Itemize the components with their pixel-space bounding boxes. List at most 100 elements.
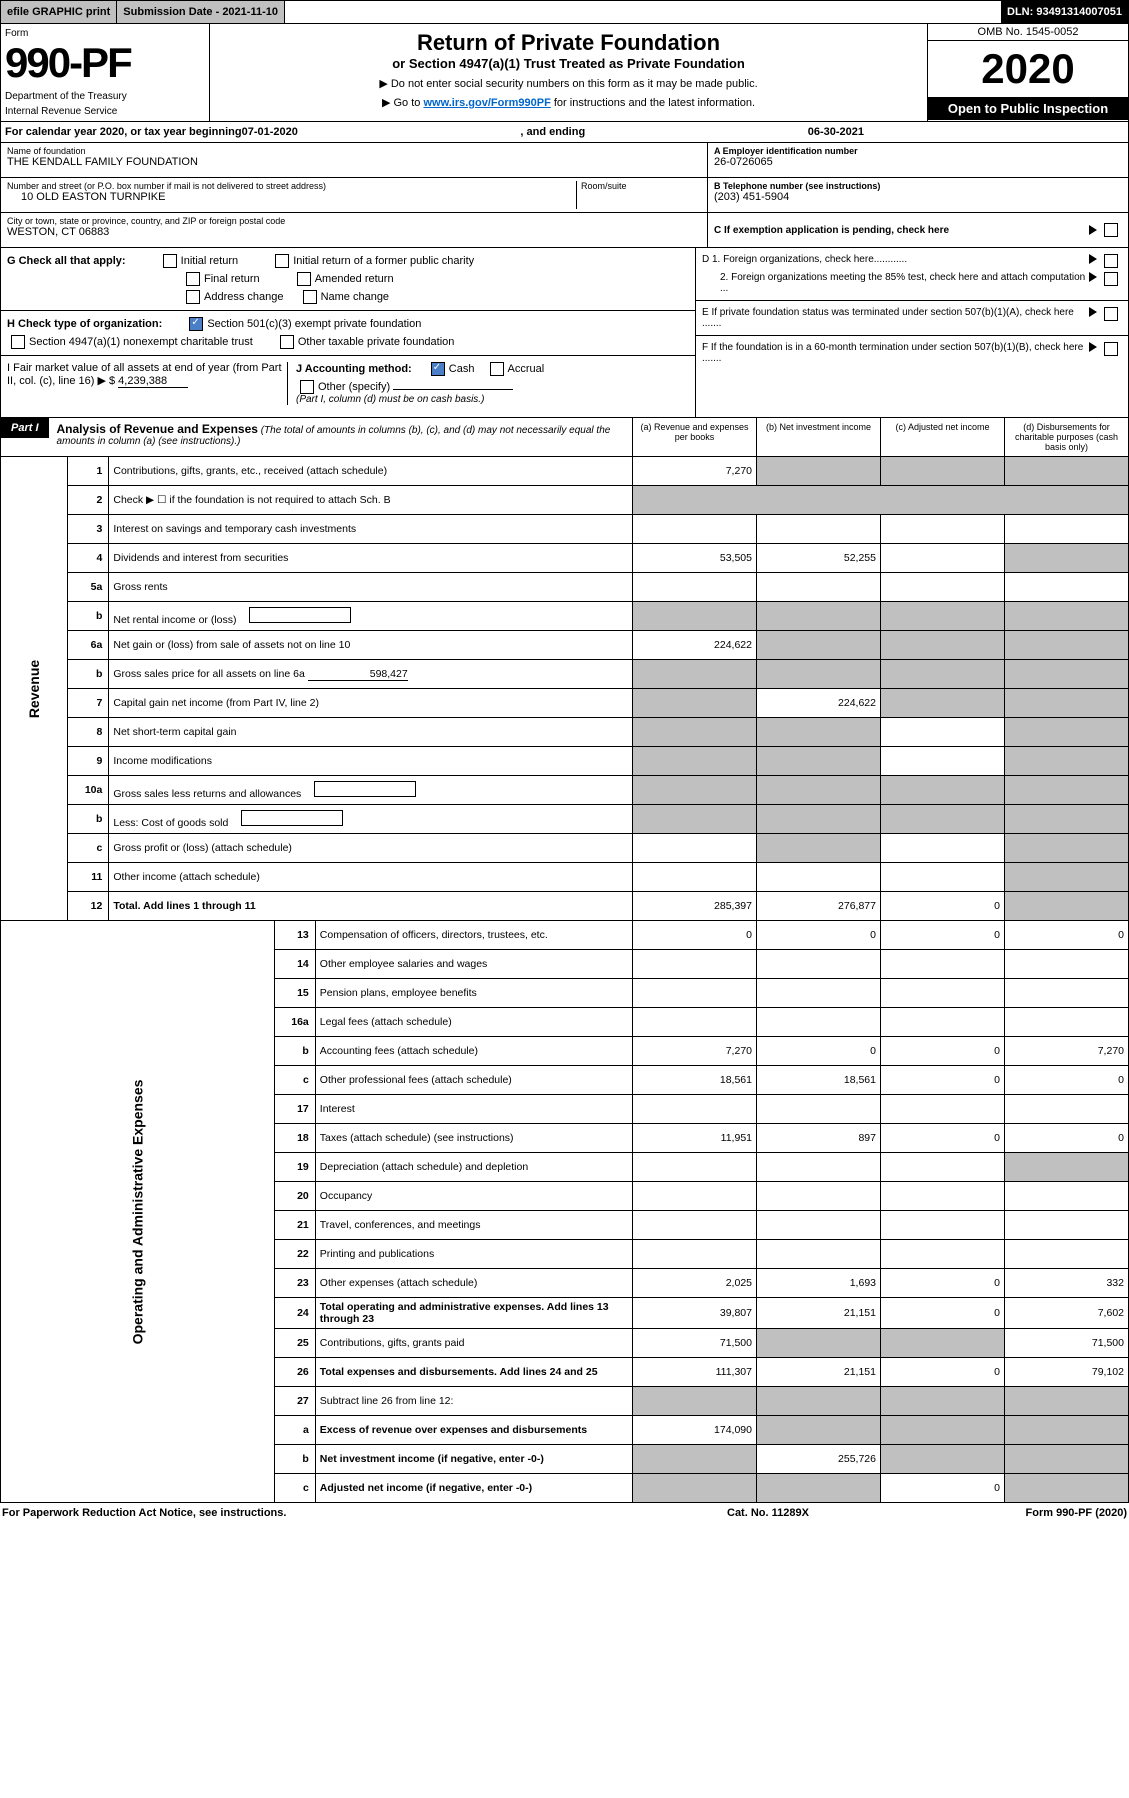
footer-mid: Cat. No. 11289X (727, 1507, 927, 1519)
g-name-checkbox[interactable] (303, 290, 317, 304)
j-other-checkbox[interactable] (300, 380, 314, 394)
amt-cell (1005, 457, 1129, 486)
g-address-checkbox[interactable] (186, 290, 200, 304)
g-initial-checkbox[interactable] (163, 254, 177, 268)
amt-cell (757, 950, 881, 979)
h-4947-checkbox[interactable] (11, 335, 25, 349)
amt-cell: 0 (633, 921, 757, 950)
h-501c3-checkbox[interactable] (189, 317, 203, 331)
amt-cell: 7,270 (1005, 1037, 1129, 1066)
line-desc: Compensation of officers, directors, tru… (315, 921, 632, 950)
dept-label: Department of the Treasury (5, 91, 205, 102)
line-desc: Income modifications (109, 747, 633, 776)
amt-cell: 7,602 (1005, 1298, 1129, 1329)
e-checkbox[interactable] (1104, 307, 1118, 321)
address-block: Name of foundation THE KENDALL FAMILY FO… (0, 143, 1129, 248)
line-number: b (274, 1037, 315, 1066)
expense-table: Operating and Administrative Expenses13C… (0, 921, 1129, 1503)
amt-cell (1005, 776, 1129, 805)
amt-cell: 224,622 (757, 689, 881, 718)
amt-cell (633, 660, 757, 689)
amt-cell (633, 776, 757, 805)
amt-cell (1005, 573, 1129, 602)
d2-checkbox[interactable] (1104, 272, 1118, 286)
line-desc: Gross sales less returns and allowances (109, 776, 633, 805)
amt-cell (757, 863, 881, 892)
table-row: 3Interest on savings and temporary cash … (1, 515, 1129, 544)
amt-cell (757, 631, 881, 660)
amt-cell (881, 660, 1005, 689)
line-number: 26 (274, 1358, 315, 1387)
line-desc: Accounting fees (attach schedule) (315, 1037, 632, 1066)
amt-cell (881, 1329, 1005, 1358)
h-other-checkbox[interactable] (280, 335, 294, 349)
table-row: cGross profit or (loss) (attach schedule… (1, 834, 1129, 863)
d1-checkbox[interactable] (1104, 254, 1118, 268)
amt-cell (881, 1211, 1005, 1240)
open-public: Open to Public Inspection (928, 97, 1128, 120)
amt-cell (757, 1240, 881, 1269)
f-checkbox[interactable] (1104, 342, 1118, 356)
amt-cell (633, 950, 757, 979)
amt-cell (757, 776, 881, 805)
line-desc: Total operating and administrative expen… (315, 1298, 632, 1329)
j-cash-checkbox[interactable] (431, 362, 445, 376)
amt-cell (757, 1153, 881, 1182)
line-number: 5a (68, 573, 109, 602)
revenue-table: Revenue1Contributions, gifts, grants, et… (0, 457, 1129, 921)
amt-cell (757, 747, 881, 776)
amt-cell (1005, 689, 1129, 718)
amt-cell: 255,726 (757, 1445, 881, 1474)
line-number: 25 (274, 1329, 315, 1358)
table-row: 7Capital gain net income (from Part IV, … (1, 689, 1129, 718)
line-number: 22 (274, 1240, 315, 1269)
amt-cell: 285,397 (633, 892, 757, 921)
form-word: Form (5, 28, 205, 39)
amt-cell: 53,505 (633, 544, 757, 573)
line-number: 16a (274, 1008, 315, 1037)
i-val: 4,239,388 (118, 375, 188, 388)
amt-cell: 71,500 (633, 1329, 757, 1358)
dln-label: DLN: 93491314007051 (1001, 1, 1128, 23)
g-final-checkbox[interactable] (186, 272, 200, 286)
form-subtitle: or Section 4947(a)(1) Trust Treated as P… (216, 56, 921, 71)
amt-cell (1005, 1182, 1129, 1211)
line-number: 8 (68, 718, 109, 747)
amt-cell (633, 805, 757, 834)
form-number: 990-PF (5, 39, 205, 87)
col-b-header: (b) Net investment income (756, 418, 880, 456)
phone-val: (203) 451-5904 (714, 191, 1122, 203)
amt-cell (633, 979, 757, 1008)
amt-cell (757, 602, 881, 631)
name-label: Name of foundation (7, 146, 701, 156)
g-former-checkbox[interactable] (275, 254, 289, 268)
line-desc: Travel, conferences, and meetings (315, 1211, 632, 1240)
irs-link[interactable]: www.irs.gov/Form990PF (423, 97, 550, 109)
amt-cell: 79,102 (1005, 1358, 1129, 1387)
amt-cell (757, 834, 881, 863)
amt-cell (1005, 1240, 1129, 1269)
note-2: ▶ Go to www.irs.gov/Form990PF for instru… (216, 96, 921, 109)
ghij-block: G Check all that apply: Initial return I… (0, 248, 1129, 418)
c-checkbox[interactable] (1104, 223, 1118, 237)
table-row: Revenue1Contributions, gifts, grants, et… (1, 457, 1129, 486)
line-number: c (68, 834, 109, 863)
amt-cell: 1,693 (757, 1269, 881, 1298)
amt-cell (881, 457, 1005, 486)
line-number: b (274, 1445, 315, 1474)
line-desc: Contributions, gifts, grants paid (315, 1329, 632, 1358)
e-label: E If private foundation status was termi… (702, 307, 1086, 329)
footer: For Paperwork Reduction Act Notice, see … (0, 1503, 1129, 1523)
amt-cell (881, 1153, 1005, 1182)
line-number: 6a (68, 631, 109, 660)
amt-cell (881, 631, 1005, 660)
amt-cell: 224,622 (633, 631, 757, 660)
arrow-icon (1089, 225, 1097, 235)
line-number: 9 (68, 747, 109, 776)
vertical-label: Revenue (1, 457, 68, 921)
foundation-name: THE KENDALL FAMILY FOUNDATION (7, 156, 701, 168)
g-amended-checkbox[interactable] (297, 272, 311, 286)
table-row: 10aGross sales less returns and allowanc… (1, 776, 1129, 805)
amt-cell (1005, 747, 1129, 776)
j-accrual-checkbox[interactable] (490, 362, 504, 376)
